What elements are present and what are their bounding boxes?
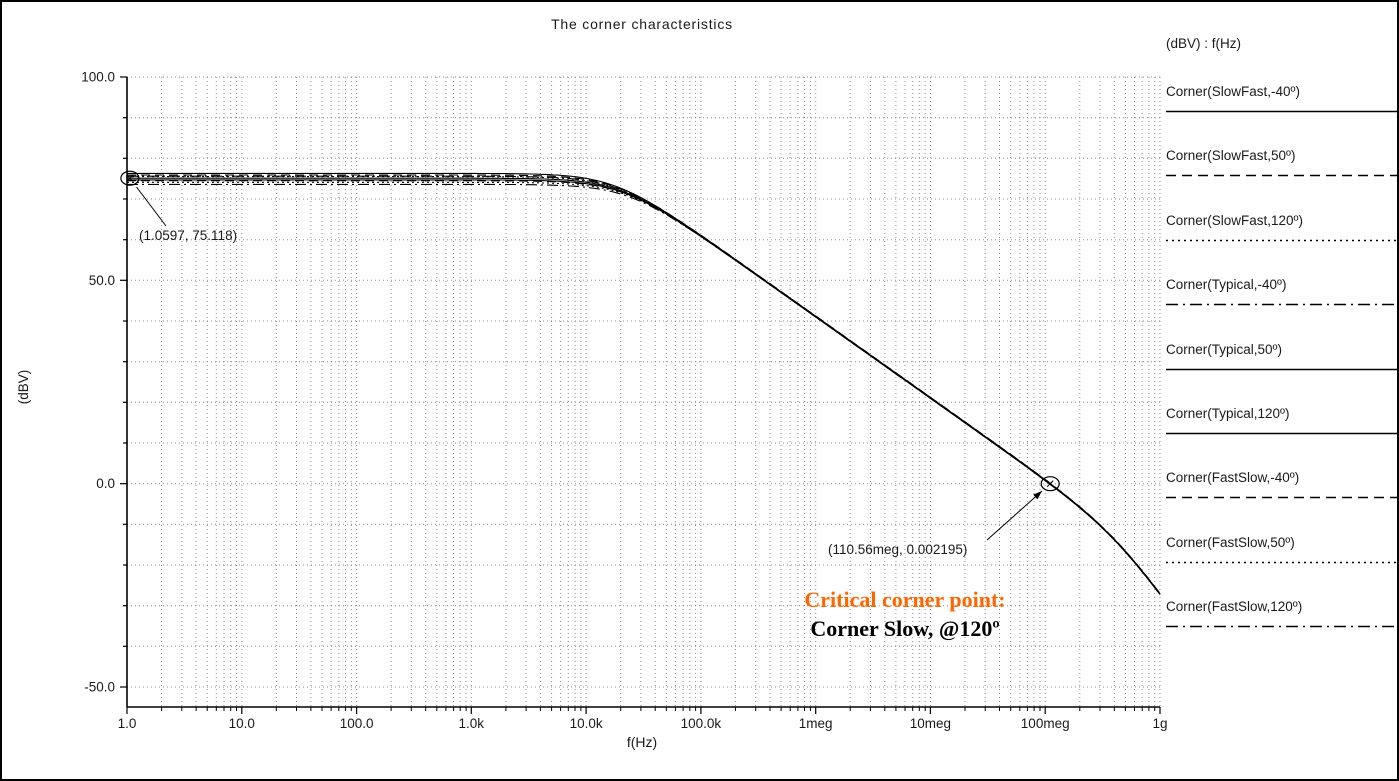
x-tick-label: 100.0k bbox=[681, 716, 722, 731]
legend-item[interactable]: Corner(SlowFast,120º) bbox=[1166, 212, 1397, 277]
x-tick-label: 1g bbox=[1152, 716, 1167, 731]
legend-line-sample bbox=[1166, 175, 1397, 177]
series-curve bbox=[127, 172, 1161, 595]
series-curve bbox=[127, 174, 1161, 594]
plot-canvas[interactable]: 1.0 10.0 100.0 1.0k 10.0k 100.0k 1meg 10meg 100m… bbox=[2, 2, 1167, 781]
legend-item-label[interactable]: Corner(SlowFast,120º) bbox=[1166, 212, 1303, 228]
legend-item-label[interactable]: Corner(FastSlow,50º) bbox=[1166, 534, 1295, 550]
legend-item-label[interactable]: Corner(SlowFast,-40º) bbox=[1166, 84, 1300, 99]
y-tick-label: 0.0 bbox=[96, 476, 115, 491]
series-curve bbox=[127, 180, 1161, 595]
callout-arrowhead-icon bbox=[1033, 491, 1042, 500]
legend-line-sample bbox=[1166, 303, 1397, 306]
legend-item[interactable]: Corner(FastSlow,-40º) bbox=[1166, 470, 1397, 534]
series-curve bbox=[127, 183, 1161, 595]
series-curve bbox=[127, 181, 1161, 595]
marker-circle bbox=[120, 170, 140, 186]
chart-title: The corner characteristics bbox=[551, 16, 733, 32]
legend-item-label[interactable]: Corner(Typical,50º) bbox=[1166, 341, 1282, 357]
legend-line-sample bbox=[1166, 110, 1397, 113]
marker-cross-icon bbox=[1046, 480, 1054, 488]
legend-line-sample bbox=[1166, 497, 1397, 499]
critical-point-value: Corner Slow, @120º bbox=[810, 615, 1000, 641]
x-tick-label: 1.0k bbox=[459, 716, 485, 731]
x-tick-label: 100meg bbox=[1021, 716, 1070, 731]
legend-item[interactable]: Corner(SlowFast,50º) bbox=[1166, 148, 1397, 212]
y-tick-label: 50.0 bbox=[89, 273, 115, 288]
legend-item-label[interactable]: Corner(Typical,-40º) bbox=[1166, 277, 1287, 293]
series-curve bbox=[127, 177, 1161, 595]
legend-item[interactable]: Corner(Typical,120º) bbox=[1166, 405, 1397, 470]
y-tick-label: -50.0 bbox=[84, 680, 115, 695]
callout-leader-line bbox=[136, 186, 167, 227]
marked-point-label: (1.0597, 75.118) bbox=[139, 228, 237, 243]
legend-item-label[interactable]: Corner(SlowFast,50º) bbox=[1166, 148, 1296, 164]
x-tick-label: 1meg bbox=[799, 716, 833, 731]
legend-line-sample bbox=[1166, 239, 1397, 241]
legend-line-sample bbox=[1166, 368, 1397, 370]
legend-item-label[interactable]: Corner(Typical,120º) bbox=[1166, 405, 1290, 421]
series-curve bbox=[127, 179, 1161, 595]
legend-item[interactable]: Corner(SlowFast,-40º) bbox=[1166, 84, 1397, 148]
legend-item-label[interactable]: Corner(FastSlow,120º) bbox=[1166, 599, 1303, 615]
legend-item[interactable]: Corner(FastSlow,120º) bbox=[1166, 599, 1397, 663]
legend-item[interactable]: Corner(Typical,50º) bbox=[1166, 341, 1397, 406]
legend-panel: (dBV) : f(Hz) Corner(SlowFast,-40º) Corn… bbox=[1166, 36, 1397, 664]
marked-point-label: (110.56meg, 0.002195) bbox=[828, 542, 967, 557]
x-tick-label: 10meg bbox=[910, 716, 951, 731]
legend-item[interactable]: Corner(Typical,-40º) bbox=[1166, 277, 1397, 341]
legend-item[interactable]: Corner(FastSlow,50º) bbox=[1166, 534, 1397, 599]
legend-header: (dBV) : f(Hz) bbox=[1166, 36, 1242, 51]
x-axis-label: f(Hz) bbox=[626, 734, 658, 750]
series-curve bbox=[127, 175, 1161, 595]
x-tick-label: 100.0 bbox=[340, 716, 374, 731]
critical-point-title: Critical corner point: bbox=[804, 587, 1006, 612]
marker-cross-icon bbox=[126, 174, 134, 182]
legend-line-sample bbox=[1166, 625, 1397, 628]
legend-line-sample bbox=[1166, 432, 1397, 435]
legend-line-sample bbox=[1166, 561, 1397, 563]
x-tick-label: 10.0k bbox=[570, 716, 603, 731]
x-tick-label: 10.0 bbox=[229, 716, 255, 731]
series-curve bbox=[127, 176, 1161, 595]
x-tick-label: 1.0 bbox=[118, 716, 137, 731]
marker-circle bbox=[1040, 476, 1060, 492]
callout-leader-line bbox=[986, 490, 1043, 541]
critical-annotation: Critical corner point: Corner Slow, @120… bbox=[750, 586, 1060, 643]
y-tick-label: 100.0 bbox=[81, 70, 115, 85]
legend-item-label[interactable]: Corner(FastSlow,-40º) bbox=[1166, 470, 1300, 486]
